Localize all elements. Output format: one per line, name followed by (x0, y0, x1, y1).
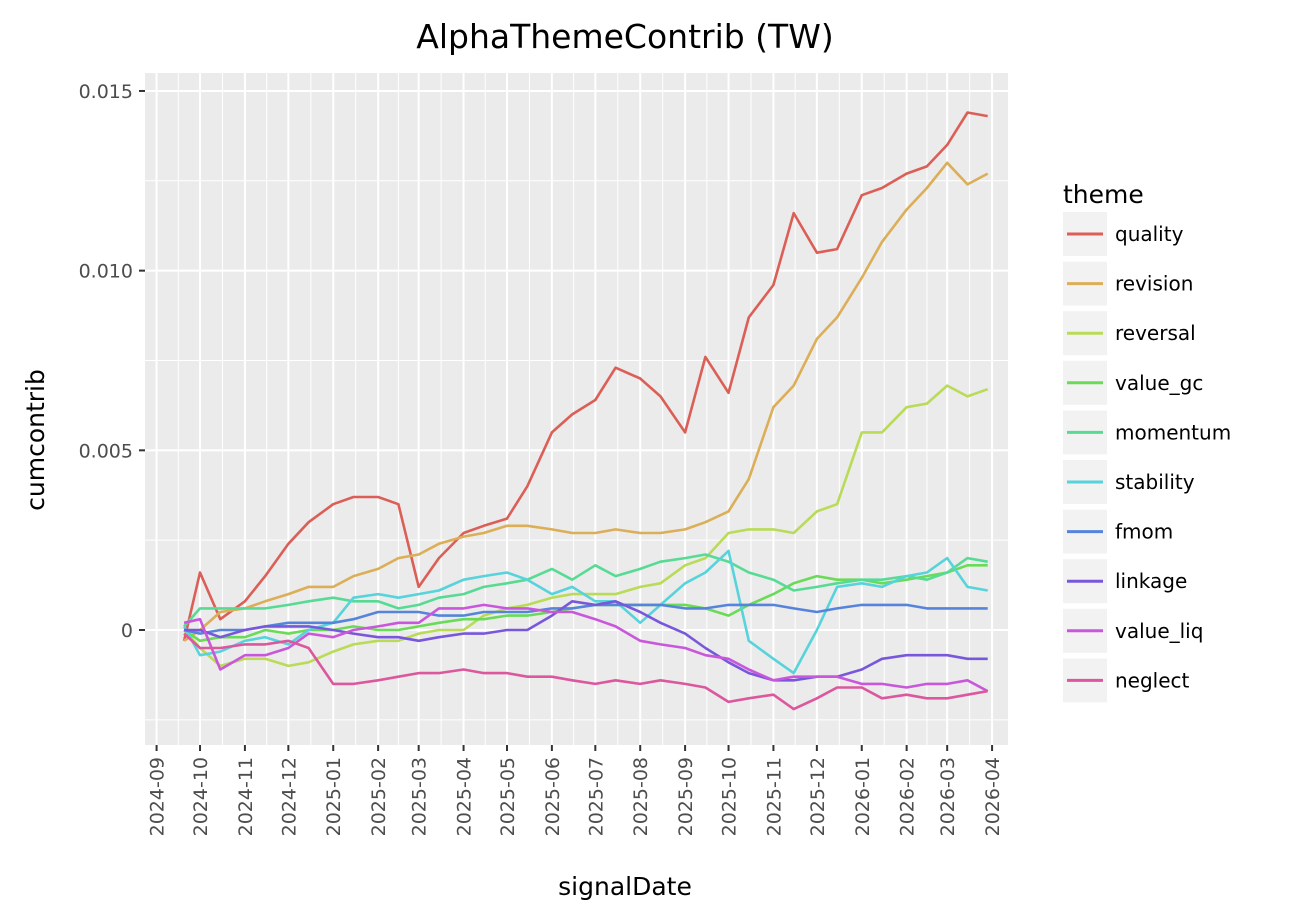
x-tick-label: 2025-05 (497, 757, 519, 836)
legend-label-linkage: linkage (1115, 569, 1187, 593)
x-tick-label: 2026-02 (897, 757, 919, 836)
series-line-quality (182, 111, 988, 642)
x-tick-label: 2025-10 (719, 757, 741, 836)
y-tick-label: 0.010 (79, 261, 133, 283)
x-tick-label: 2024-11 (235, 757, 257, 836)
x-tick-label: 2025-08 (630, 757, 652, 836)
series-line-value_liq (183, 603, 989, 693)
legend-label-neglect: neglect (1115, 668, 1190, 692)
x-tick-label: 2025-12 (807, 757, 829, 836)
series-line-neglect (183, 632, 988, 711)
legend-label-value_gc: value_gc (1115, 371, 1203, 395)
series-line-stability (182, 549, 988, 675)
x-tick-label: 2025-06 (542, 757, 564, 836)
x-tick-label: 2025-01 (323, 757, 345, 836)
x-axis-title: signalDate (558, 872, 692, 901)
legend-title: theme (1063, 180, 1144, 209)
y-tick-label: 0 (121, 620, 133, 642)
series-line-linkage (184, 599, 988, 682)
legend: theme quality revision reversal value_gcmom… (1063, 180, 1231, 703)
series-lines (182, 111, 989, 711)
y-tick-label: 0.015 (79, 81, 133, 103)
y-axis-title: cumcontrib (21, 369, 50, 511)
y-tick-label: 0.005 (79, 440, 133, 462)
x-tick-label: 2025-02 (368, 757, 390, 836)
legend-label-quality: quality (1115, 222, 1184, 246)
x-tick-label: 2026-01 (852, 757, 874, 836)
x-tick-label: 2025-07 (585, 757, 607, 836)
legend-label-value_liq: value_liq (1115, 619, 1203, 643)
series-line-revision (183, 161, 989, 642)
axes: 0 0.005 0.010 0.015 2024-09 2024-10 2024-11 202… (79, 81, 1004, 836)
x-tick-label: 2025-11 (763, 757, 785, 836)
x-tick-label: 2024-10 (190, 757, 212, 836)
x-tick-label: 2024-09 (147, 757, 169, 836)
x-tick-label: 2026-03 (937, 757, 959, 836)
x-tick-label: 2026-04 (982, 757, 1004, 836)
legend-label-momentum: momentum (1115, 420, 1231, 444)
x-tick-label: 2024-12 (278, 757, 300, 836)
legend-label-fmom: fmom (1115, 520, 1173, 544)
x-tick-label: 2025-03 (409, 757, 431, 836)
legend-label-reversal: reversal (1115, 321, 1196, 345)
series-line-momentum (183, 553, 988, 628)
chart-title: AlphaThemeContrib (TW) (416, 17, 833, 56)
x-tick-label: 2025-04 (454, 757, 476, 836)
x-tick-label: 2025-09 (675, 757, 697, 836)
legend-label-revision: revision (1115, 272, 1193, 296)
series-line-fmom (183, 603, 988, 635)
legend-label-stability: stability (1115, 470, 1195, 494)
